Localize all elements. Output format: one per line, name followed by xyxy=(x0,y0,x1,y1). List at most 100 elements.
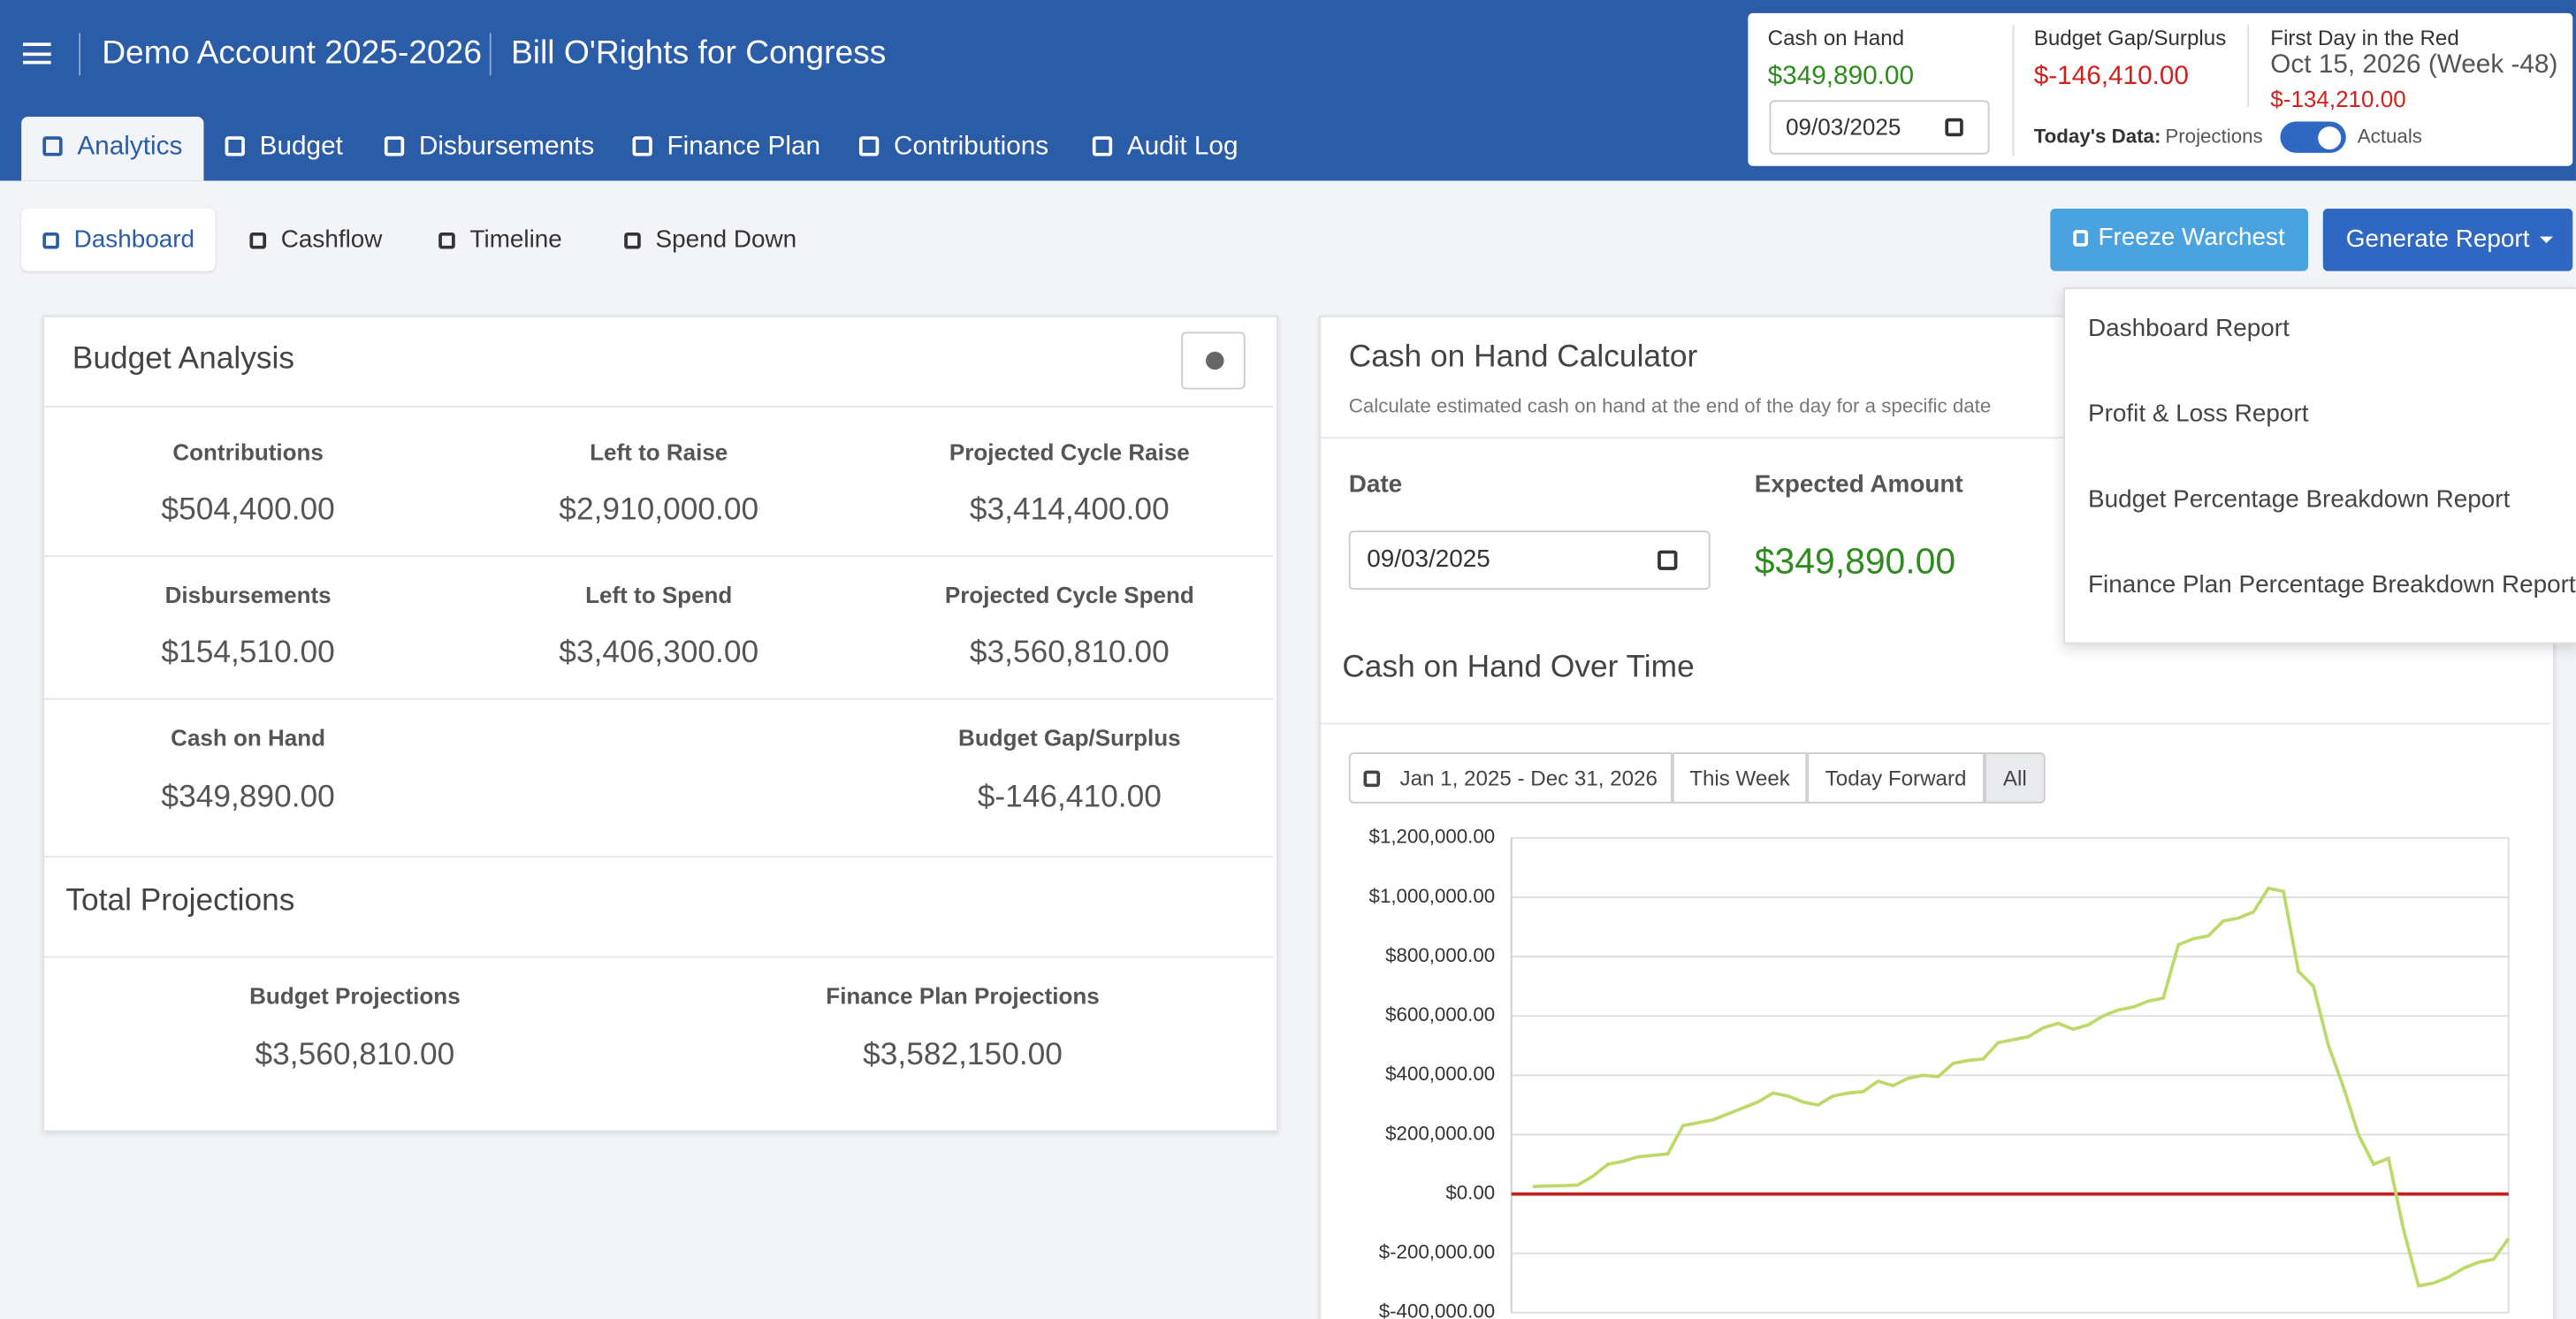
y-tick-label: $1,000,000.00 xyxy=(1369,885,1496,907)
toggle[interactable] xyxy=(2280,121,2346,153)
metric-value: $2,910,000.00 xyxy=(559,492,759,528)
date-input[interactable]: 09/03/2025 xyxy=(1769,100,1990,155)
value: $349,890.00 xyxy=(1767,62,1915,91)
sub-tab[interactable]: Spend Down xyxy=(624,225,797,255)
campaign-name: Bill O'Rights for Congress xyxy=(510,34,887,72)
metric-value: $504,400.00 xyxy=(161,492,335,528)
card-subtitle: Calculate estimated cash on hand at the … xyxy=(1348,394,1992,418)
divider xyxy=(2012,24,2015,156)
tab-label: Dashboard xyxy=(73,225,195,255)
nav-tab[interactable]: Audit Log xyxy=(1092,133,1238,163)
y-tick-label: $400,000.00 xyxy=(1385,1063,1495,1085)
nav-tab[interactable]: Contributions xyxy=(858,133,1049,163)
value: $-146,410.00 xyxy=(2033,62,2189,91)
label: Cash on Hand xyxy=(1767,25,1905,50)
toggle-right: Actuals xyxy=(2357,125,2422,149)
report-dropdown xyxy=(2063,287,2576,644)
tab-label: Cashflow xyxy=(280,225,383,255)
range-label: All xyxy=(2002,766,2027,790)
chart-title: Cash on Hand Over Time xyxy=(1342,650,1695,685)
date-value: 09/03/2025 xyxy=(1367,545,1490,574)
tab-label: Audit Log xyxy=(1126,133,1238,162)
menu-item[interactable]: Profit & Loss Report xyxy=(2088,400,2309,429)
y-tick-label: $600,000.00 xyxy=(1385,1003,1495,1025)
metric-value: $154,510.00 xyxy=(161,636,335,671)
metric-label: Contributions xyxy=(172,438,324,465)
tab-label: Budget xyxy=(259,133,343,162)
date: Oct 15, 2026 (Week -48) xyxy=(2270,50,2558,80)
line-series xyxy=(1532,886,2511,1288)
metric-label: Cash on Hand xyxy=(171,724,326,751)
label: Today's Data: xyxy=(2033,125,2161,149)
account-name: Demo Account 2025-2026 xyxy=(102,34,483,72)
metric-value: $3,406,300.00 xyxy=(559,636,759,671)
section-title: Total Projections xyxy=(65,883,295,919)
tab-label: Spend Down xyxy=(655,225,797,255)
amount: $-134,210.00 xyxy=(2270,85,2406,112)
value: $349,890.00 xyxy=(1754,540,1956,582)
info-button[interactable] xyxy=(1181,332,1246,390)
range-button[interactable]: All xyxy=(1984,752,2046,804)
metric-label: Projected Cycle Raise xyxy=(949,438,1190,465)
range-button[interactable]: Jan 1, 2025 - Dec 31, 2026 xyxy=(1348,752,1673,804)
y-tick-label: $800,000.00 xyxy=(1385,944,1495,966)
button-label: Generate Report xyxy=(2345,225,2530,254)
separator xyxy=(1321,437,2550,439)
range-label: Jan 1, 2025 - Dec 31, 2026 xyxy=(1399,766,1658,790)
metric-label: Left to Raise xyxy=(590,438,728,465)
label: Date xyxy=(1348,470,1403,499)
range-button[interactable]: This Week xyxy=(1672,752,1808,804)
active-tab xyxy=(21,116,204,181)
nav-tab[interactable]: Disbursements xyxy=(384,133,594,163)
metric-label: Budget Projections xyxy=(249,982,461,1010)
menu-item[interactable]: Budget Percentage Breakdown Report xyxy=(2088,485,2511,514)
divider xyxy=(489,33,492,76)
metric-value: $349,890.00 xyxy=(161,780,335,815)
metric-label: Left to Spend xyxy=(585,581,733,608)
separator xyxy=(44,698,1274,700)
metric-label: Projected Cycle Spend xyxy=(944,581,1194,608)
date-value: 09/03/2025 xyxy=(1786,113,1902,140)
sub-tab[interactable]: Timeline xyxy=(438,225,562,255)
metric-value: $3,582,150.00 xyxy=(863,1038,1063,1073)
y-tick-label: $0.00 xyxy=(1445,1181,1495,1203)
nav-tab[interactable]: Budget xyxy=(225,133,343,163)
metric-label: Budget Gap/Surplus xyxy=(958,724,1181,751)
metric-value: $3,414,400.00 xyxy=(969,492,1170,528)
date-input[interactable]: 09/03/2025 xyxy=(1348,530,1711,591)
card-title: Budget Analysis xyxy=(72,341,295,377)
range-label: Today Forward xyxy=(1825,766,1967,790)
y-tick-label: $1,200,000.00 xyxy=(1369,826,1496,848)
divider xyxy=(79,33,81,76)
tab-label: Timeline xyxy=(469,225,562,255)
metric-value: $3,560,810.00 xyxy=(255,1038,455,1073)
y-tick-label: $-400,000.00 xyxy=(1379,1300,1495,1319)
range-button[interactable]: Today Forward xyxy=(1807,752,1985,804)
nav-tab[interactable]: Analytics xyxy=(42,133,182,163)
metric-label: Finance Plan Projections xyxy=(826,982,1100,1010)
separator xyxy=(1321,722,2550,725)
freeze-button[interactable]: Freeze Warchest xyxy=(2050,209,2309,271)
sub-tab[interactable]: Cashflow xyxy=(249,225,383,255)
menu-item[interactable]: Dashboard Report xyxy=(2088,314,2290,343)
label: Expected Amount xyxy=(1754,470,1963,499)
separator xyxy=(44,406,1274,408)
label: Budget Gap/Surplus xyxy=(2033,25,2227,50)
range-label: This Week xyxy=(1689,766,1790,790)
separator xyxy=(44,956,1274,958)
nav-tab[interactable]: Finance Plan xyxy=(632,133,820,163)
tab-label: Contributions xyxy=(893,133,1049,162)
summary-panel xyxy=(1748,12,2573,166)
budget-card xyxy=(42,315,1278,1132)
menu-button[interactable] xyxy=(23,42,51,65)
card-title: Cash on Hand Calculator xyxy=(1348,339,1698,375)
divider xyxy=(2247,24,2250,107)
y-tick-label: $-200,000.00 xyxy=(1379,1241,1495,1263)
menu-item[interactable]: Finance Plan Percentage Breakdown Report xyxy=(2088,570,2576,599)
generate-button[interactable]: Generate Report xyxy=(2322,209,2573,271)
sub-tab[interactable]: Dashboard xyxy=(42,225,195,255)
toggle-left: Projections xyxy=(2165,125,2263,149)
metric-label: Disbursements xyxy=(164,581,332,608)
tab-label: Analytics xyxy=(77,133,183,162)
